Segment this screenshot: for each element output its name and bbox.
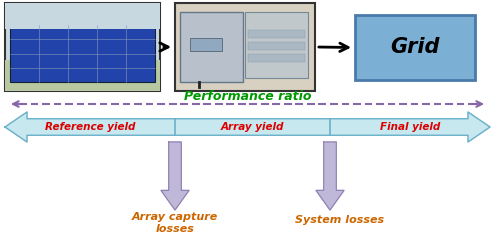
Bar [5, 3, 160, 91]
Text: Array capture
losses: Array capture losses [132, 212, 218, 234]
Bar [248, 30, 305, 38]
Bar [190, 38, 222, 52]
Text: Reference yield: Reference yield [45, 122, 135, 132]
Bar [180, 12, 243, 82]
Bar [245, 12, 308, 78]
Bar [248, 54, 305, 62]
Bar [10, 25, 155, 82]
Polygon shape [316, 142, 344, 210]
Bar [248, 42, 305, 50]
Bar [175, 3, 315, 91]
Bar [5, 3, 160, 29]
Polygon shape [5, 112, 490, 142]
Bar [355, 15, 475, 80]
Text: Final yield: Final yield [380, 122, 440, 132]
Text: Grid: Grid [390, 37, 440, 58]
Text: Array yield: Array yield [221, 122, 284, 132]
Text: Performance ratio: Performance ratio [184, 89, 311, 103]
Text: System losses: System losses [296, 215, 384, 225]
Polygon shape [161, 142, 189, 210]
Bar [5, 60, 160, 91]
